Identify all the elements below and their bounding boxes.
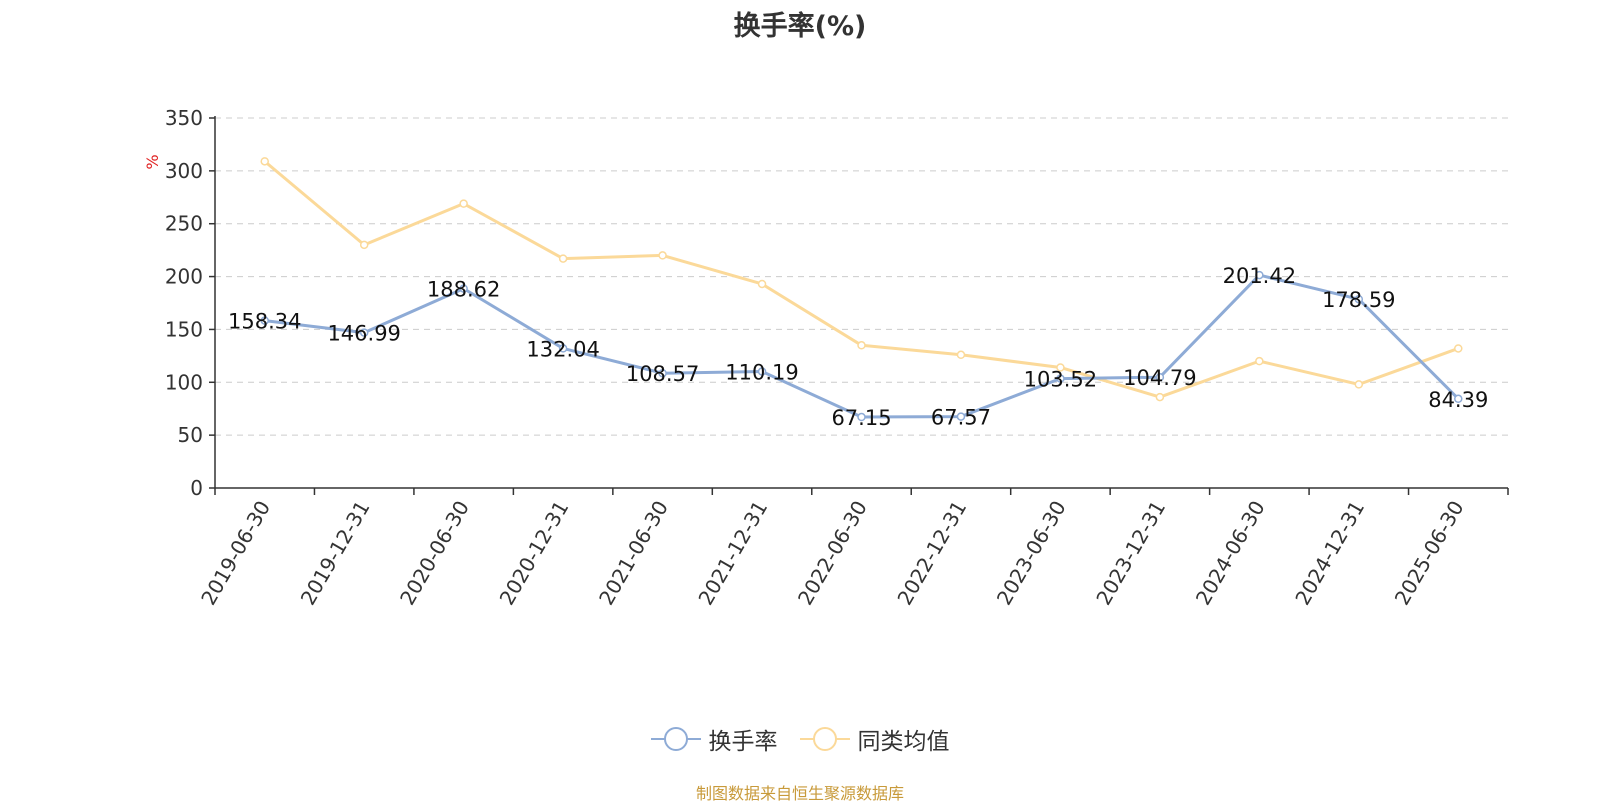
legend: 换手率 同类均值 xyxy=(0,722,1600,756)
source-note: 制图数据来自恒生聚源数据库 xyxy=(695,784,904,803)
series-1-point-10 xyxy=(1255,270,1264,280)
x-tick-label-2022-06-30: 2022-06-30 xyxy=(793,497,872,610)
data-label-7: 67.57 xyxy=(931,406,991,430)
data-label-0: 158.34 xyxy=(228,310,301,334)
data-label-3: 132.04 xyxy=(526,337,599,361)
data-label-4: 108.57 xyxy=(626,362,699,386)
data-label-2: 188.62 xyxy=(427,278,500,302)
chart-title: 换手率(%) xyxy=(733,11,867,42)
series-2-point-4 xyxy=(658,251,667,260)
series-2-point-0 xyxy=(260,157,269,166)
series-1-point-7 xyxy=(956,412,966,421)
series-1-point-3 xyxy=(558,344,568,353)
x-tick-label-2022-12-31: 2022-12-31 xyxy=(892,497,971,610)
series-2-point-9 xyxy=(1155,392,1165,402)
x-tick-label-2019-12-31: 2019-12-31 xyxy=(296,497,375,610)
data-label-5: 110.19 xyxy=(725,361,798,385)
y-tick-label-300: 300 xyxy=(165,159,203,183)
legend-item-series-2[interactable]: 同类均值 xyxy=(799,722,950,756)
series-2-point-1 xyxy=(359,240,369,250)
data-label-6: 67.15 xyxy=(831,406,891,430)
series-1-point-5 xyxy=(757,367,767,376)
grid-lines xyxy=(215,117,1508,436)
y-tick-label-150: 150 xyxy=(165,317,203,341)
series-2-point-5 xyxy=(757,279,767,289)
series-2-point-8 xyxy=(1056,363,1065,372)
data-label-8: 103.52 xyxy=(1024,368,1097,392)
x-tick-label-2020-12-31: 2020-12-31 xyxy=(495,497,574,610)
series-1-point-2 xyxy=(459,284,468,293)
data-label-12: 84.39 xyxy=(1428,388,1488,412)
x-tick-label-2020-06-30: 2020-06-30 xyxy=(395,497,474,610)
series-1-point-11 xyxy=(1354,294,1364,304)
y-tick-label-350: 350 xyxy=(165,106,203,130)
data-label-1: 146.99 xyxy=(327,322,400,346)
data-label-11: 178.59 xyxy=(1322,288,1395,312)
x-tick-label-2025-06-30: 2025-06-30 xyxy=(1390,497,1469,610)
series-1-point-9 xyxy=(1155,372,1165,382)
series-1-point-1 xyxy=(359,328,369,337)
x-tick-label-2024-06-30: 2024-06-30 xyxy=(1191,497,1270,610)
series-2-point-12 xyxy=(1454,344,1463,353)
data-labels: 158.34 146.99 188.62 132.04 108.57 110.19 67.1… xyxy=(228,264,1488,430)
y-tick-label-200: 200 xyxy=(165,265,203,289)
x-tick-label-2023-06-30: 2023-06-30 xyxy=(992,497,1071,610)
y-tick-label-100: 100 xyxy=(165,370,203,394)
data-label-10: 201.42 xyxy=(1223,264,1296,288)
y-tick-label-0: 0 xyxy=(190,476,203,500)
series-2-point-3 xyxy=(558,254,568,263)
x-tick-label-2019-06-30: 2019-06-30 xyxy=(196,497,275,610)
legend-marker-series-2 xyxy=(799,727,850,751)
x-tick-label-2024-12-31: 2024-12-31 xyxy=(1290,497,1369,610)
series-1-point-0 xyxy=(260,316,269,325)
y-axis-unit-label: % xyxy=(143,154,162,169)
legend-label-series-1: 换手率 xyxy=(708,729,778,755)
axes: 0 50 100 150 200 250 300 350 2019-06-30 2019-12-3… xyxy=(165,106,1509,610)
series-lines xyxy=(260,157,1463,422)
x-tick-label-2021-06-30: 2021-06-30 xyxy=(594,497,673,610)
series-2-point-2 xyxy=(459,199,468,208)
series-1-point-4 xyxy=(658,368,667,378)
series-2-point-10 xyxy=(1255,356,1264,366)
y-tick-label-50: 50 xyxy=(178,423,203,447)
x-tick-label-2023-12-31: 2023-12-31 xyxy=(1091,497,1170,610)
series-2-point-11 xyxy=(1354,380,1364,389)
series-1-point-6 xyxy=(857,412,866,422)
series-2-point-6 xyxy=(857,341,866,350)
legend-label-series-2: 同类均值 xyxy=(857,729,950,755)
y-tick-label-250: 250 xyxy=(165,212,203,236)
legend-marker-series-1 xyxy=(650,727,701,751)
series-1-point-12 xyxy=(1454,394,1463,404)
series-1-point-8 xyxy=(1056,374,1065,383)
data-label-9: 104.79 xyxy=(1123,366,1196,390)
legend-item-series-1[interactable]: 换手率 xyxy=(650,722,778,756)
x-tick-label-2021-12-31: 2021-12-31 xyxy=(693,497,772,610)
series-2-point-7 xyxy=(956,350,966,360)
